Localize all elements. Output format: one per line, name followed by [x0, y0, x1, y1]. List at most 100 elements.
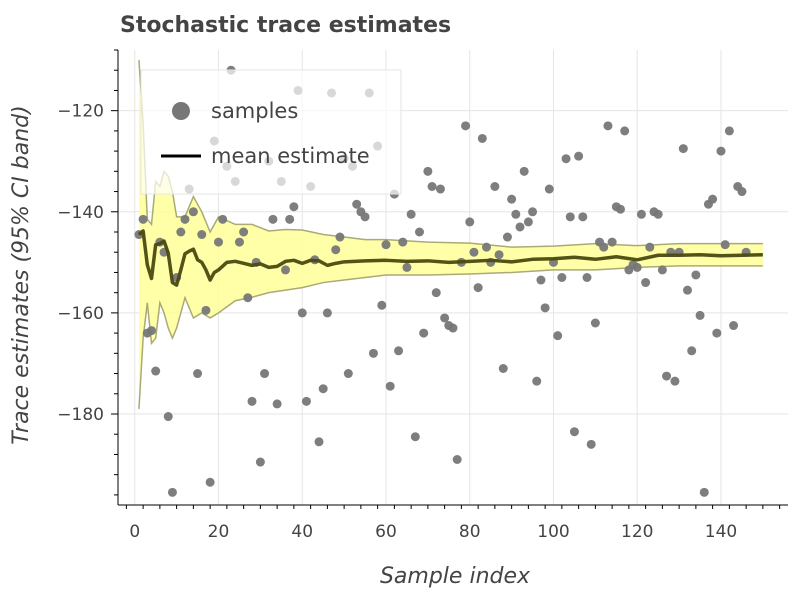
ci-band-area — [138, 60, 763, 409]
sample-point-76 — [452, 455, 462, 464]
y-axis-ticks: −120 −140 −160 −180 — [57, 49, 118, 496]
sample-point-93 — [523, 217, 533, 227]
sample-point-54 — [360, 212, 370, 222]
sample-point-79 — [465, 217, 475, 227]
y-tick-label-2: −160 — [57, 304, 104, 324]
sample-point-101 — [557, 273, 567, 282]
sample-point-73 — [440, 313, 450, 323]
sample-point-139 — [716, 146, 726, 156]
sample-point-45 — [322, 308, 332, 318]
x-tick-label-2: 40 — [291, 522, 313, 542]
sample-point-48 — [335, 232, 345, 242]
sample-point-137 — [708, 194, 718, 204]
legend-samples-label: samples — [211, 99, 298, 123]
y-tick-label-1: −140 — [57, 203, 104, 223]
sample-point-62 — [394, 346, 404, 356]
legend-samples-glyph — [172, 102, 190, 120]
sample-point-39 — [297, 308, 307, 318]
sample-point-116 — [620, 126, 630, 136]
sample-point-65 — [406, 209, 416, 219]
sample-point-36 — [285, 214, 295, 224]
sample-point-98 — [544, 184, 554, 194]
sample-point-124 — [653, 209, 663, 219]
sample-point-95 — [532, 376, 542, 386]
mean-estimate-line — [137, 229, 763, 287]
y-tick-label-0: −120 — [57, 102, 104, 122]
sample-point-92 — [519, 166, 529, 176]
chart-title: Stochastic trace estimates — [120, 13, 451, 38]
sample-point-119 — [632, 262, 642, 272]
sample-point-103 — [565, 212, 575, 222]
sample-point-19 — [214, 237, 223, 247]
sample-point-8 — [167, 487, 177, 497]
sample-point-25 — [239, 227, 249, 237]
sample-point-30 — [260, 369, 270, 379]
sample-point-83 — [482, 242, 491, 252]
sample-point-24 — [234, 237, 244, 247]
x-tick-label-5: 100 — [537, 522, 569, 542]
x-tick-label-0: 0 — [129, 522, 140, 542]
x-axis-label: Sample index — [380, 564, 531, 589]
sample-point-29 — [255, 457, 265, 467]
sample-point-35 — [281, 265, 290, 275]
x-tick-label-7: 140 — [705, 522, 737, 542]
axes — [117, 50, 788, 506]
sample-point-120 — [636, 209, 646, 219]
sample-point-72 — [435, 184, 445, 194]
sample-point-15 — [197, 230, 207, 240]
sample-point-135 — [699, 487, 709, 497]
sample-point-70 — [427, 182, 437, 191]
sample-point-131 — [683, 285, 692, 295]
sample-point-75 — [448, 323, 458, 333]
sample-point-91 — [515, 222, 525, 232]
sample-point-16 — [201, 305, 211, 315]
x-tick-label-4: 80 — [459, 522, 481, 542]
sample-point-88 — [502, 232, 512, 242]
sample-point-10 — [176, 227, 186, 237]
sample-point-108 — [586, 439, 596, 449]
sample-point-132 — [687, 346, 697, 356]
sample-point-71 — [431, 288, 441, 298]
sample-point-134 — [695, 310, 705, 320]
x-tick-label-6: 120 — [621, 522, 653, 542]
sample-point-106 — [578, 212, 588, 222]
sample-point-82 — [477, 133, 487, 143]
sample-point-80 — [469, 247, 479, 257]
sample-point-40 — [301, 396, 311, 406]
sample-point-122 — [645, 242, 655, 252]
sample-point-37 — [289, 202, 299, 212]
sample-point-3 — [147, 326, 156, 336]
sample-point-100 — [553, 331, 563, 341]
sample-point-52 — [352, 199, 362, 209]
sample-point-33 — [272, 399, 282, 409]
sample-point-44 — [318, 384, 328, 394]
sample-point-121 — [641, 278, 651, 288]
sample-point-58 — [377, 300, 387, 310]
sample-point-81 — [473, 283, 483, 293]
sample-point-128 — [670, 376, 680, 386]
sample-point-60 — [385, 381, 395, 391]
sample-point-144 — [737, 187, 747, 197]
sample-point-43 — [314, 437, 324, 447]
sample-point-115 — [616, 204, 625, 214]
sample-point-56 — [368, 348, 378, 358]
sample-point-113 — [607, 237, 617, 247]
sample-point-111 — [599, 242, 609, 252]
sample-point-130 — [678, 144, 688, 154]
x-tick-label-1: 20 — [208, 522, 230, 542]
sample-point-66 — [410, 432, 420, 442]
sample-point-105 — [574, 151, 584, 161]
sample-point-96 — [536, 275, 546, 285]
x-axis-ticks: 0 20 40 60 80 100 120 140 — [125, 505, 781, 542]
sample-point-4 — [151, 366, 161, 376]
sample-point-47 — [331, 245, 341, 255]
sample-point-141 — [724, 126, 734, 136]
sample-point-140 — [720, 240, 730, 250]
mean-estimate-path — [137, 229, 763, 287]
sample-point-27 — [247, 396, 257, 406]
sample-point-14 — [193, 369, 203, 379]
sample-point-138 — [712, 328, 722, 338]
sample-point-125 — [657, 265, 667, 275]
sample-point-90 — [511, 209, 521, 219]
